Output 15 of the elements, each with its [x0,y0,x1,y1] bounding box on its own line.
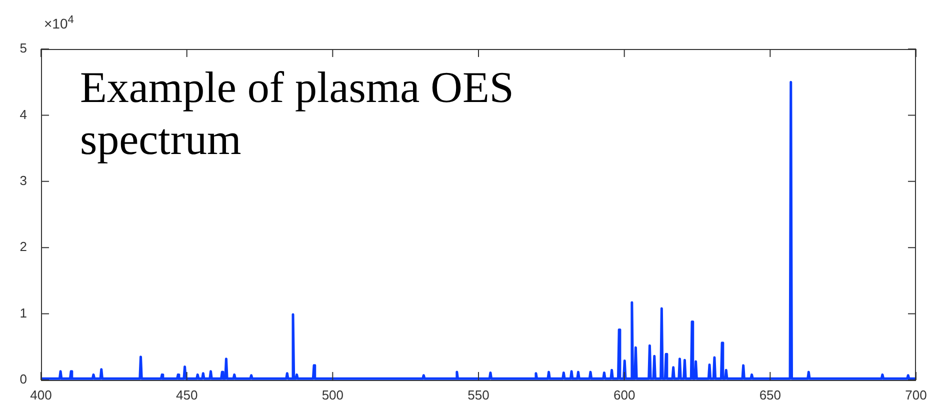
y-tick-label: 3 [20,172,27,188]
x-tick-label: 650 [759,387,782,402]
x-tick-label: 450 [176,387,198,402]
x-tick-label: 600 [613,387,636,402]
y-tick-label: 1 [20,305,27,320]
x-tick-label: 700 [905,387,927,402]
y-tick-label: 2 [20,239,27,254]
text: Example of plasma OES spectrum [80,62,515,166]
x-tick-label: 550 [468,387,490,402]
text: ×10$^{4}$ [44,14,74,32]
x-tick-label: 400 [30,387,52,402]
y-tick-label: 4 [20,106,27,122]
x-tick-label: 500 [322,387,344,402]
y-tick-label: 5 [20,40,27,56]
y-tick-label: 0 [20,372,27,387]
